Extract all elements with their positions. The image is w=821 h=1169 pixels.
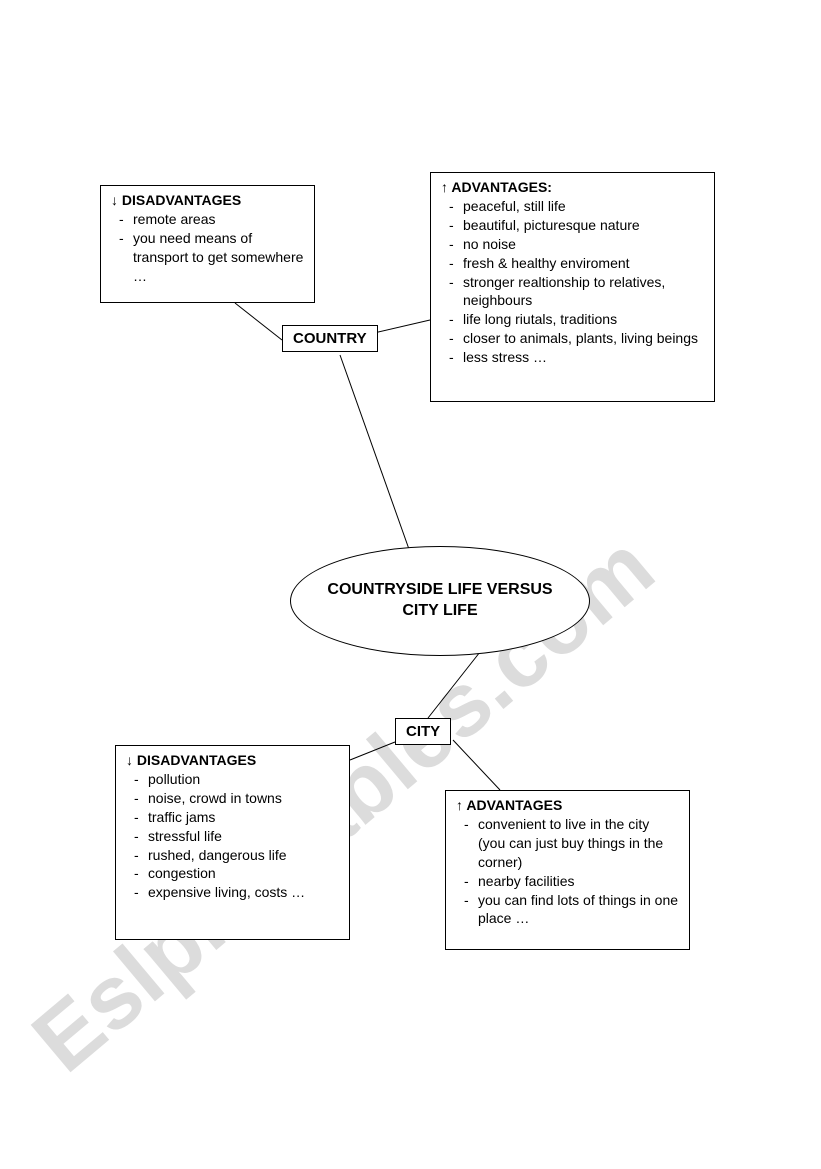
list-item: noise, crowd in towns <box>148 789 339 808</box>
list-item: stronger realtionship to relatives, neig… <box>463 273 704 311</box>
list-item: stressful life <box>148 827 339 846</box>
node-city: CITY <box>395 718 451 745</box>
list-item: you need means of transport to get somew… <box>133 229 304 286</box>
list-item: congestion <box>148 864 339 883</box>
item-list: pollution noise, crowd in towns traffic … <box>126 770 339 902</box>
list-item: peaceful, still life <box>463 197 704 216</box>
list-item: traffic jams <box>148 808 339 827</box>
list-item: less stress … <box>463 348 704 367</box>
node-country: COUNTRY <box>282 325 378 352</box>
list-item: life long riutals, traditions <box>463 310 704 329</box>
list-item: closer to animals, plants, living beings <box>463 329 704 348</box>
box-title: ↓ DISADVANTAGES <box>111 192 304 208</box>
box-country-disadvantages: ↓ DISADVANTAGES remote areas you need me… <box>100 185 315 303</box>
box-city-disadvantages: ↓ DISADVANTAGES pollution noise, crowd i… <box>115 745 350 940</box>
box-title: ↑ ADVANTAGES: <box>441 179 704 195</box>
list-item: nearby facilities <box>478 872 679 891</box>
item-list: remote areas you need means of transport… <box>111 210 304 286</box>
list-item: fresh & healthy enviroment <box>463 254 704 273</box>
box-city-advantages: ↑ ADVANTAGES convenient to live in the c… <box>445 790 690 950</box>
box-country-advantages: ↑ ADVANTAGES: peaceful, still life beaut… <box>430 172 715 402</box>
list-item: remote areas <box>133 210 304 229</box>
list-item: expensive living, costs … <box>148 883 339 902</box>
list-item: rushed, dangerous life <box>148 846 339 865</box>
list-item: convenient to live in the city (you can … <box>478 815 679 872</box>
item-list: convenient to live in the city (you can … <box>456 815 679 928</box>
list-item: beautiful, picturesque nature <box>463 216 704 235</box>
item-list: peaceful, still life beautiful, pictures… <box>441 197 704 367</box>
list-item: pollution <box>148 770 339 789</box>
box-title: ↓ DISADVANTAGES <box>126 752 339 768</box>
list-item: you can find lots of things in one place… <box>478 891 679 929</box>
box-title: ↑ ADVANTAGES <box>456 797 679 813</box>
list-item: no noise <box>463 235 704 254</box>
center-topic: COUNTRYSIDE LIFE VERSUS CITY LIFE <box>290 546 590 656</box>
